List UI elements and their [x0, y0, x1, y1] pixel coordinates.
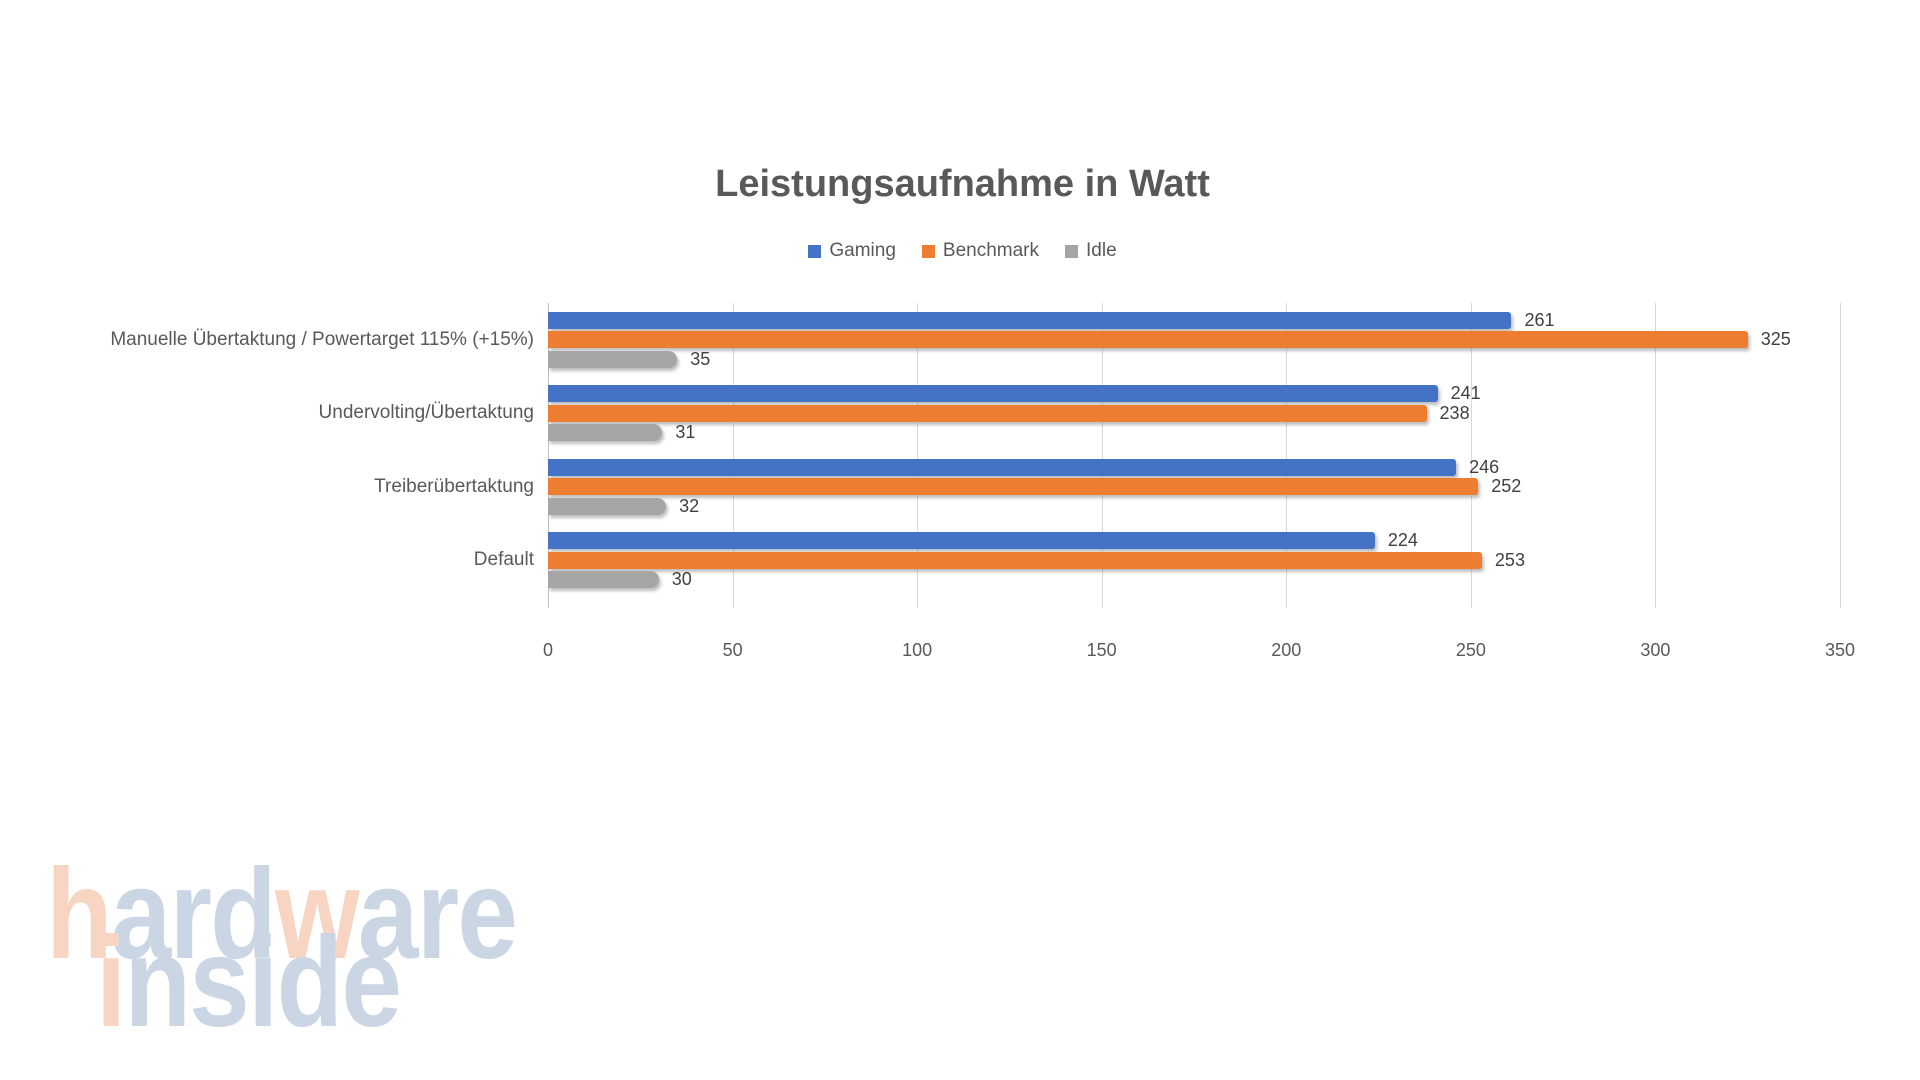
gridline-250	[1470, 303, 1472, 608]
value-label-gaming-3: 224	[1387, 530, 1418, 551]
category-label-3: Default	[473, 549, 534, 571]
bar-gaming-2	[548, 458, 1457, 476]
value-label-idle-3: 30	[671, 569, 692, 590]
bar-row-benchmark-0: 325	[548, 329, 1840, 350]
watermark-letter: d	[210, 843, 276, 986]
bar-row-benchmark-1: 238	[548, 402, 1840, 423]
bar-benchmark-3	[548, 551, 1482, 569]
chart-title: Leistungsaufnahme in Watt	[715, 163, 1210, 205]
legend-item-idle: Idle	[1065, 240, 1117, 262]
bar-row-gaming-3: 224	[548, 530, 1840, 551]
value-label-benchmark-2: 252	[1491, 476, 1522, 497]
axis-line	[548, 303, 549, 608]
tick-label-200: 200	[1271, 640, 1302, 660]
value-label-benchmark-3: 253	[1494, 549, 1525, 570]
value-label-gaming-0: 261	[1524, 309, 1555, 330]
bar-gaming-1	[548, 385, 1438, 403]
bar-row-gaming-2: 246	[548, 456, 1840, 477]
bar-benchmark-1	[548, 404, 1427, 422]
gridline-350	[1840, 303, 1841, 608]
legend-item-gaming: Gaming	[808, 240, 896, 262]
bar-row-idle-0: 35	[548, 348, 1840, 369]
value-label-idle-2: 32	[679, 495, 700, 516]
watermark-letter: n	[124, 911, 191, 1054]
legend-swatch-benchmark	[921, 244, 935, 258]
gridline-100	[917, 303, 919, 608]
value-label-idle-1: 31	[675, 422, 696, 443]
watermark-letter: e	[457, 843, 518, 986]
legend-swatch-idle	[1065, 244, 1078, 258]
tick-label-50: 50	[722, 640, 743, 660]
watermark-line-0: hardware	[46, 851, 518, 979]
legend: Gaming Benchmark Idle	[40, 240, 1885, 262]
value-label-idle-0: 35	[690, 348, 711, 369]
tick-label-100: 100	[902, 640, 933, 660]
bar-row-idle-2: 32	[548, 495, 1840, 516]
watermark-letter: e	[341, 911, 402, 1054]
value-label-benchmark-0: 325	[1760, 329, 1791, 350]
tick-label-300: 300	[1640, 640, 1671, 660]
gridline-150	[1101, 303, 1103, 608]
watermark-letter: s	[189, 911, 250, 1054]
watermark-letter: a	[357, 843, 419, 986]
watermark-letter: r	[416, 843, 459, 986]
bar-gaming-3	[548, 532, 1375, 550]
bar-row-gaming-1: 241	[548, 383, 1840, 404]
watermark-letter: i	[96, 911, 126, 1054]
watermark-letter: i	[248, 911, 278, 1054]
legend-item-benchmark: Benchmark	[921, 240, 1039, 262]
bar-row-benchmark-2: 252	[548, 476, 1840, 497]
tick-label-150: 150	[1086, 640, 1117, 660]
bar-benchmark-0	[548, 331, 1748, 349]
bar-row-idle-3: 30	[548, 569, 1840, 590]
bar-benchmark-2	[548, 478, 1479, 496]
gridline-300	[1655, 303, 1657, 608]
bar-idle-1	[548, 424, 663, 442]
tick-label-0: 0	[542, 640, 554, 660]
value-label-benchmark-1: 238	[1439, 402, 1470, 423]
bar-row-idle-1: 31	[548, 422, 1840, 443]
plot-area: 261 325 35 241 238 31 246 252 32 224 253 30	[548, 303, 1841, 608]
watermark-letter: d	[276, 911, 343, 1054]
tick-label-250: 250	[1455, 640, 1486, 660]
gridline-200	[1286, 303, 1288, 608]
legend-label: Idle	[1086, 240, 1117, 261]
bar-row-benchmark-3: 253	[548, 549, 1840, 570]
bar-idle-3	[548, 571, 659, 589]
legend-label: Benchmark	[942, 240, 1039, 261]
bar-idle-0	[548, 350, 678, 368]
bar-gaming-0	[548, 311, 1512, 329]
legend-label: Gaming	[829, 240, 896, 261]
bar-row-gaming-0: 261	[548, 309, 1840, 330]
category-label-1: Undervolting/Übertaktung	[318, 402, 534, 424]
value-label-gaming-1: 241	[1450, 383, 1481, 404]
gridline-50	[732, 303, 734, 608]
value-label-gaming-2: 246	[1469, 456, 1500, 477]
category-label-0: Manuelle Übertaktung / Powertarget 115% …	[110, 328, 534, 350]
tick-label-350: 350	[1824, 640, 1856, 660]
watermark-letter: r	[169, 843, 212, 986]
legend-swatch-gaming	[808, 244, 822, 258]
category-label-2: Treiberübertaktung	[374, 475, 534, 497]
watermark-letter: h	[46, 843, 112, 986]
watermark-letter: a	[110, 843, 172, 986]
watermark-letter: w	[274, 843, 360, 986]
watermark-line-1: inside	[96, 919, 402, 1047]
bar-idle-2	[548, 497, 667, 515]
